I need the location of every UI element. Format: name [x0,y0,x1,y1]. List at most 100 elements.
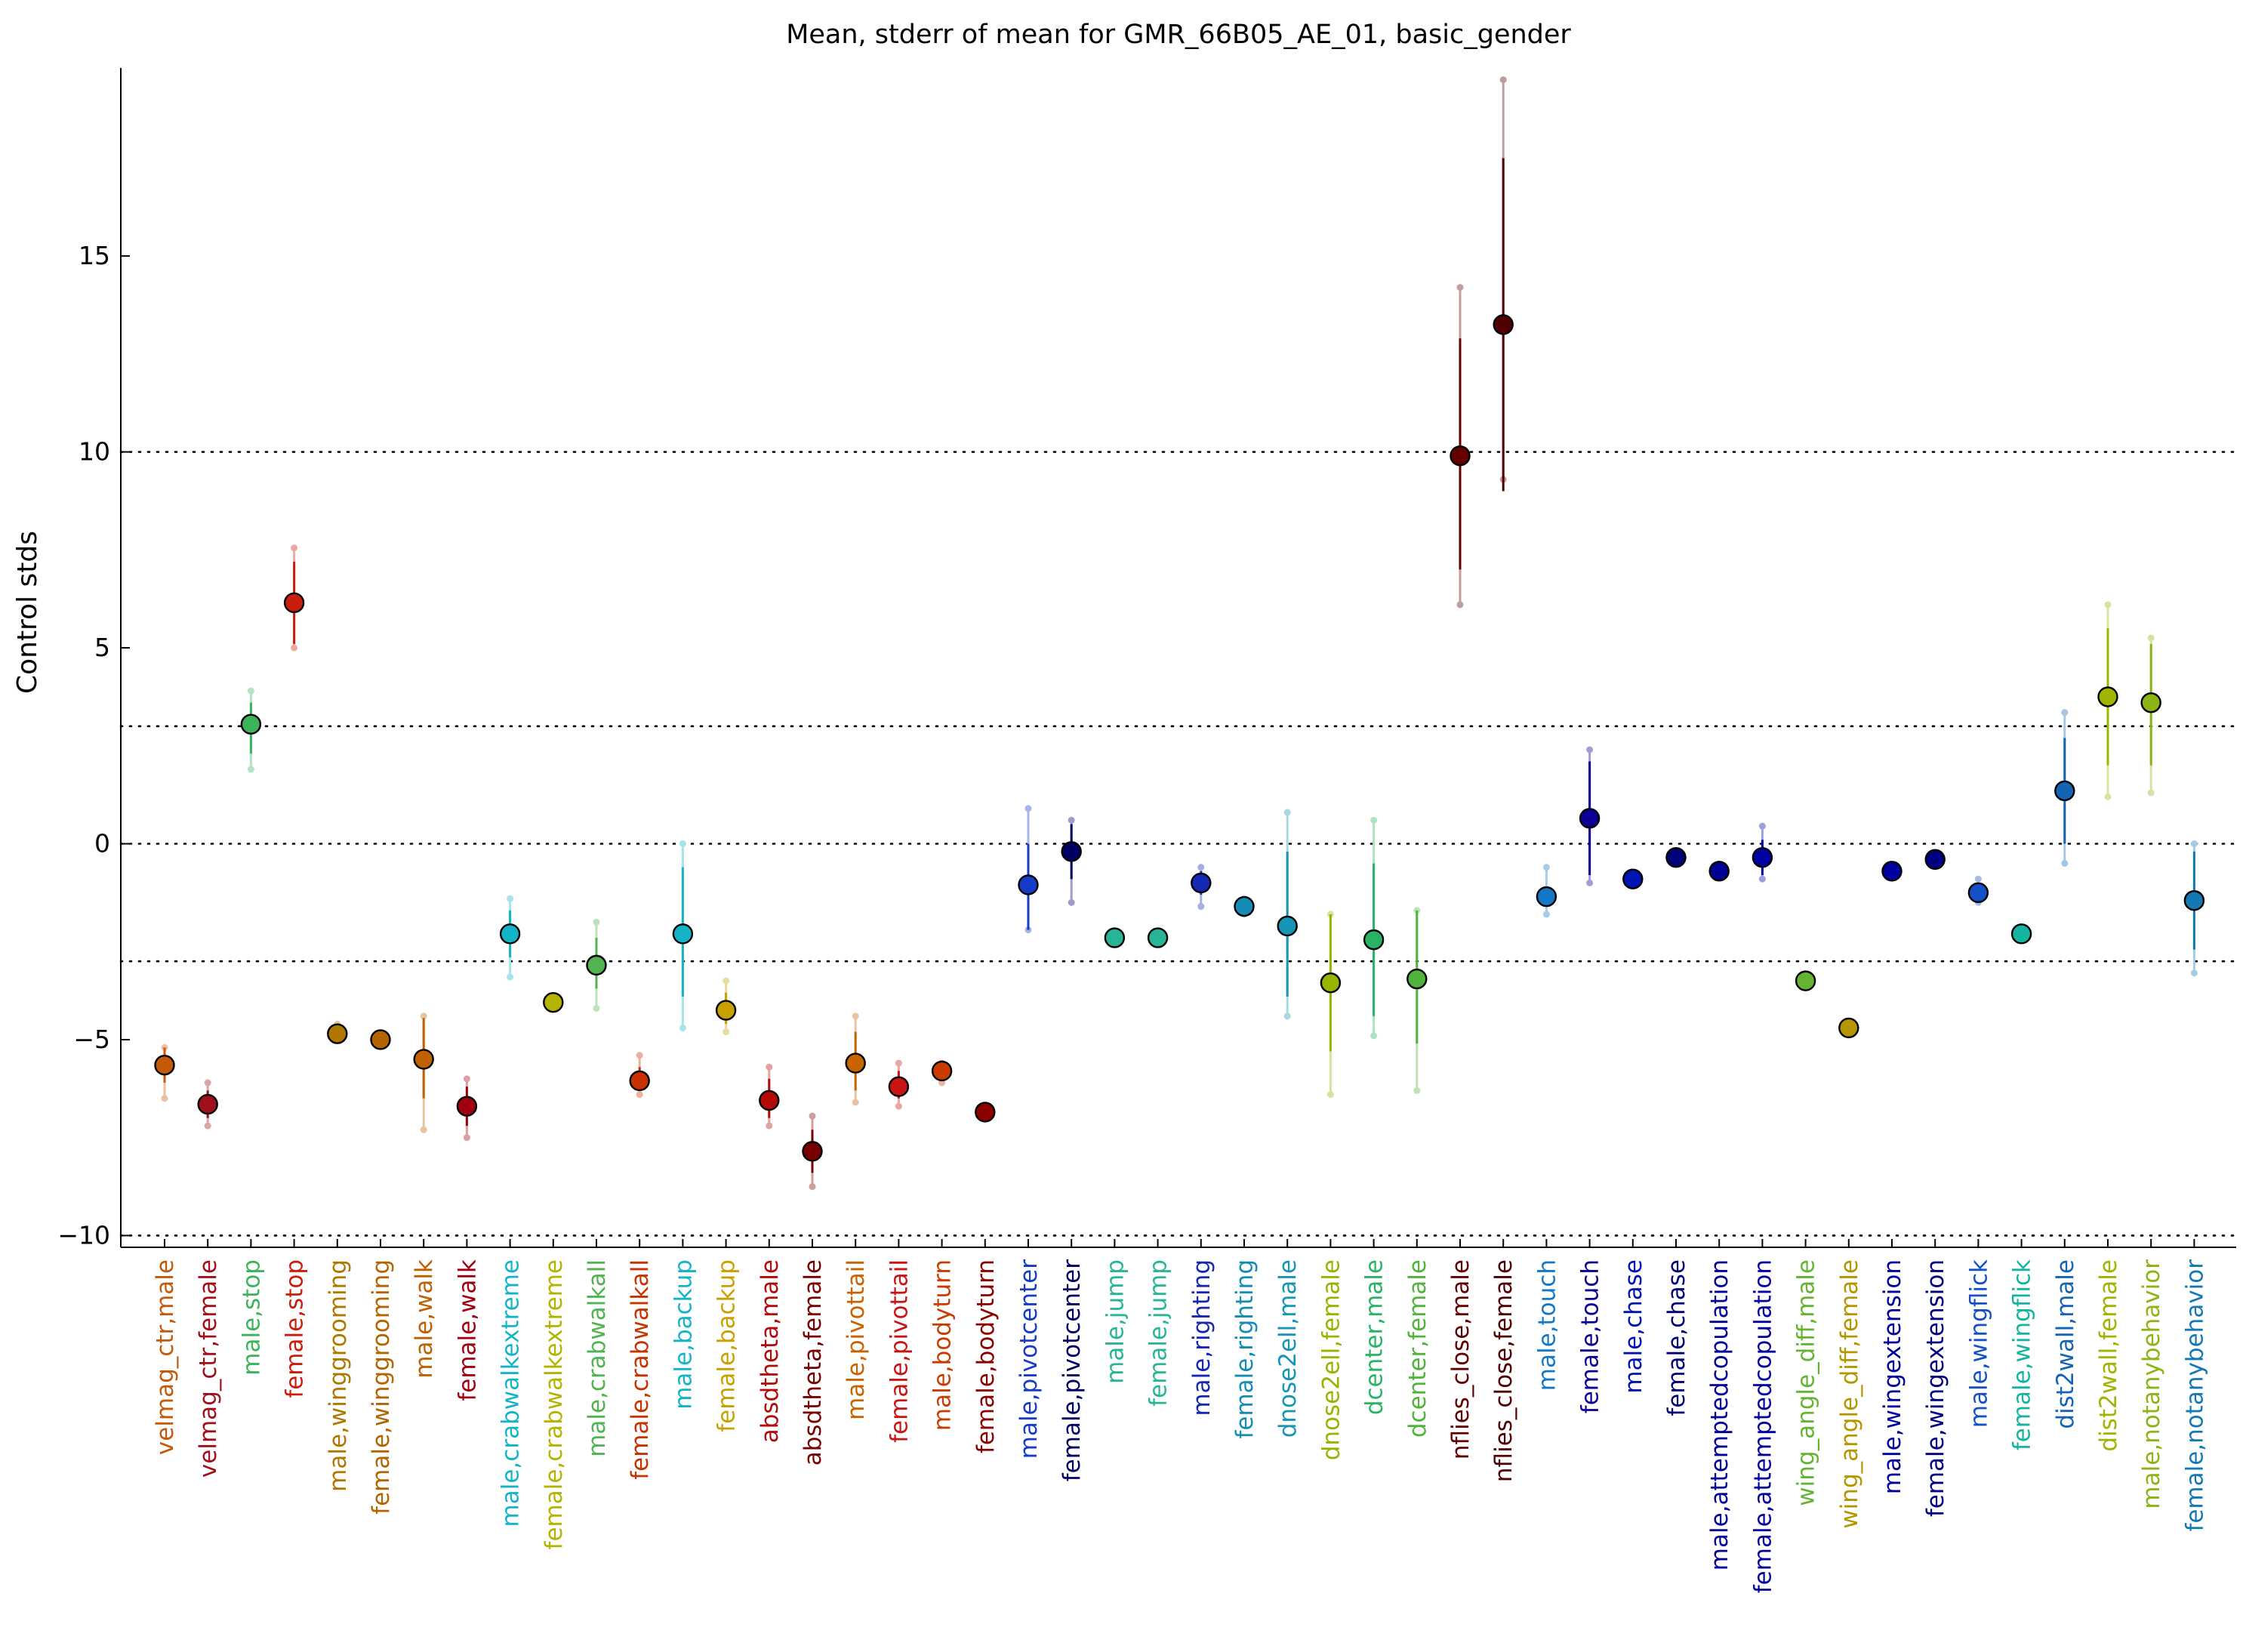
range-high-dot [1542,864,1550,871]
x-category-label: female,notanybehavior [2181,1259,2208,1532]
x-category-label: male,jump [1101,1259,1129,1384]
mean-marker [1708,861,1730,882]
data-point-group [499,895,521,981]
x-category-label: female,wingextension [1922,1259,1949,1517]
x-category-label: male,notanybehavior [2138,1259,2165,1509]
x-category-label: male,wingextension [1879,1259,1906,1494]
range-low-dot [1413,1086,1421,1094]
range-high-dot [1197,864,1205,871]
range-high-dot [636,1052,643,1059]
range-low-dot [247,766,254,773]
mean-marker [1061,841,1082,862]
range-low-dot [1326,1091,1334,1099]
y-tick-label: −5 [73,1025,110,1054]
data-point-group [672,840,694,1031]
x-category-label: female,winggrooming [368,1259,395,1515]
data-point-group [1061,816,1082,906]
range-high-dot [291,544,298,552]
range-high-dot [1758,822,1766,830]
x-category-label: absdtheta,male [756,1259,784,1443]
mean-marker [1493,314,1514,335]
range-low-dot [2061,859,2069,867]
data-point-group [1795,970,1816,991]
data-point-group [1406,907,1428,1094]
y-tick-label: 0 [94,828,110,858]
data-point-group [543,991,564,1013]
data-point-group [888,1059,910,1110]
mean-marker [1018,874,1039,895]
mean-marker [1795,970,1816,991]
mean-marker [327,1023,348,1044]
mean-marker [1147,927,1169,948]
range-low-dot [1456,601,1464,609]
range-high-dot [1283,809,1291,816]
x-category-label: dist2wall,female [2095,1259,2122,1452]
mean-marker [1924,849,1946,870]
x-category-label: female,pivotcenter [1058,1259,1086,1481]
mean-marker [1406,968,1428,990]
range-high-dot [895,1059,902,1067]
x-category-label: male,chase [1620,1259,1647,1394]
data-point-group [1622,868,1644,889]
y-tick-label: 15 [79,241,110,270]
range-high-dot [1456,284,1464,291]
x-axis-ticks [164,1239,2195,1247]
range-high-dot [679,840,686,847]
range-low-dot [2104,793,2112,800]
range-low-dot [1586,879,1594,886]
data-point-group [154,1043,175,1102]
data-marks [154,76,2205,1191]
range-low-dot [463,1134,470,1142]
x-category-label: female,jump [1145,1259,1172,1407]
data-point-group [1924,849,1946,870]
range-low-dot [507,973,514,981]
data-point-group [715,977,737,1036]
x-category-label: absdtheta,female [800,1259,827,1466]
range-high-dot [1024,805,1032,812]
x-category-label: female,walk [454,1259,481,1401]
mean-marker [715,1000,737,1021]
range-high-dot [766,1063,773,1071]
range-low-dot [679,1024,686,1031]
range-low-dot [161,1095,168,1102]
range-high-dot [1974,875,1982,883]
x-category-label: male,crabwalkextreme [498,1259,525,1527]
mean-marker [2097,686,2118,707]
data-point-group [1277,809,1298,1020]
x-category-label: male,stop [238,1259,265,1376]
mean-marker [888,1076,910,1097]
mean-marker [197,1093,218,1115]
data-point-group [2183,840,2205,977]
data-point-group [2010,923,2032,945]
mean-marker [1536,886,1557,908]
x-category-label: female,pivottail [886,1259,913,1443]
x-category-label: dcenter,male [1361,1259,1388,1415]
x-category-label: female,righting [1231,1259,1259,1439]
y-tick-label: −10 [57,1220,110,1250]
mean-marker [283,592,305,614]
mean-marker [240,714,262,735]
mean-marker [845,1053,866,1074]
range-high-dot [2104,601,2112,609]
range-high-dot [204,1079,211,1086]
x-category-label: male,attemptedcopulation [1706,1259,1733,1570]
range-low-dot [809,1183,816,1191]
x-category-label: velmag_ctr,male [152,1259,179,1455]
x-category-label: wing_angle_diff,male [1793,1259,1820,1506]
data-point-group [1450,284,1471,609]
y-axis-ticks: −10 −5 0 5 10 15 [57,241,130,1250]
mean-marker [543,991,564,1013]
data-point-group [975,1102,996,1123]
range-high-dot [809,1112,816,1120]
y-axis-label: Control stds [12,531,43,694]
range-high-dot [507,895,514,902]
x-category-label: female,touch [1577,1259,1604,1413]
mean-marker [1234,895,1255,917]
mean-marker [629,1070,650,1092]
x-category-label: dnose2ell,female [1317,1259,1345,1460]
range-high-dot [2190,840,2198,847]
range-high-dot [852,1012,859,1020]
mean-marker [154,1054,175,1076]
mean-marker [1104,927,1126,948]
range-low-dot [1068,898,1075,906]
